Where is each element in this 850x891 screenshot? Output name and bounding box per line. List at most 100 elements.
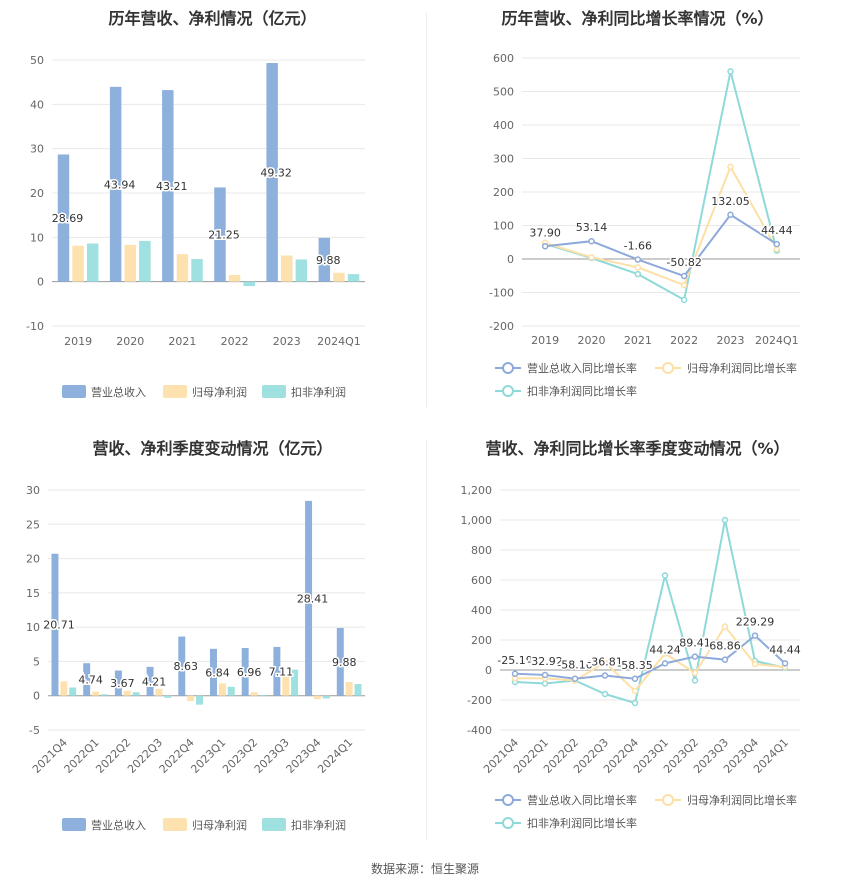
data-point <box>588 254 595 261</box>
data-label: 8.63 <box>174 660 199 673</box>
data-point <box>691 677 699 684</box>
data-label: -1.66 <box>624 240 652 253</box>
legend-label: 归母净利润同比增长率 <box>687 793 797 807</box>
y-tick-label: -10 <box>26 320 44 333</box>
data-label: 6.84 <box>205 666 230 679</box>
data-point <box>541 243 549 250</box>
x-tick-label: 2024Q1 <box>317 335 361 348</box>
x-tick-label: 2023 <box>273 335 301 348</box>
y-tick-label: 50 <box>30 54 44 67</box>
data-label: 68.86 <box>709 640 741 653</box>
bar <box>281 255 293 282</box>
bar <box>273 646 281 696</box>
legend-label: 扣非净利润同比增长率 <box>527 816 637 830</box>
y-tick-label: 0 <box>507 253 514 266</box>
data-point <box>680 296 688 304</box>
y-tick-label: 800 <box>471 544 492 557</box>
bar <box>266 63 278 282</box>
data-label: 3.67 <box>110 677 135 690</box>
bar <box>333 272 345 282</box>
bar <box>295 259 308 282</box>
y-tick-label: 200 <box>471 634 492 647</box>
data-label: 6.96 <box>237 666 262 679</box>
bar <box>100 694 108 696</box>
series-line <box>514 634 786 680</box>
series-line <box>545 213 778 278</box>
y-tick-label: 0 <box>33 690 40 703</box>
legend-label: 营业总收入同比增长率 <box>527 361 637 375</box>
data-label: 28.69 <box>52 212 84 225</box>
bar <box>191 259 203 282</box>
data-point <box>511 670 519 678</box>
series-line <box>515 624 786 693</box>
data-label: 44.24 <box>649 643 681 656</box>
vertical-divider-bottom <box>426 440 427 840</box>
bar <box>318 237 331 282</box>
bar <box>228 275 241 282</box>
bar <box>139 240 151 282</box>
data-point <box>691 653 699 660</box>
bar <box>109 86 122 282</box>
bar <box>259 695 267 696</box>
legend-swatch <box>62 385 86 398</box>
y-tick-label: 300 <box>493 153 514 166</box>
bar <box>196 695 204 705</box>
data-label: 44.44 <box>761 224 793 237</box>
x-tick-label: 2022 <box>221 335 249 348</box>
chart-title: 营收、净利同比增长率季度变动情况（%） <box>485 439 789 458</box>
legend-marker <box>662 794 674 806</box>
y-tick-label: 20 <box>26 553 40 566</box>
bar <box>123 690 131 696</box>
data-point <box>631 687 639 695</box>
data-point <box>634 256 642 263</box>
bar <box>178 636 186 696</box>
bar <box>305 500 313 696</box>
y-tick-label: 600 <box>493 52 514 65</box>
bar <box>187 695 195 702</box>
y-tick-label: 15 <box>26 587 40 600</box>
y-tick-label: 30 <box>30 143 44 156</box>
bar <box>114 670 122 696</box>
x-tick-label: 2021 <box>624 334 652 347</box>
y-tick-label: 200 <box>493 186 514 199</box>
y-tick-label: 1,200 <box>461 484 493 497</box>
data-point <box>631 675 639 683</box>
bar <box>162 90 174 282</box>
data-point <box>680 272 688 280</box>
data-label: 21.25 <box>208 229 240 242</box>
data-label: 229.29 <box>736 616 775 629</box>
legend-marker <box>662 362 674 374</box>
legend-label: 归母净利润同比增长率 <box>687 361 797 375</box>
data-point <box>727 163 734 171</box>
bar <box>164 695 172 698</box>
data-point <box>541 680 549 687</box>
y-tick-label: -200 <box>467 694 492 707</box>
y-tick-label: 0 <box>37 276 44 289</box>
data-point <box>634 264 642 271</box>
bar <box>155 688 163 696</box>
x-tick-label: 2023 <box>717 334 745 347</box>
legend-swatch <box>262 818 286 831</box>
data-label: -50.82 <box>666 256 701 269</box>
data-point <box>661 660 669 667</box>
x-tick-label: 2024Q1 <box>315 736 355 776</box>
data-label: -32.92 <box>527 655 562 668</box>
bar <box>250 692 258 696</box>
bar <box>313 695 321 700</box>
y-tick-label: 20 <box>30 187 44 200</box>
y-tick-label: 25 <box>26 518 40 531</box>
data-point <box>571 675 579 682</box>
bar <box>227 686 235 696</box>
data-label: 7.11 <box>269 665 294 678</box>
data-point <box>773 240 781 248</box>
y-tick-label: 1,000 <box>461 514 493 527</box>
data-point <box>751 632 759 639</box>
legend-label: 归母净利润 <box>192 818 247 832</box>
series-line <box>544 164 778 287</box>
legend-swatch <box>163 818 187 831</box>
data-label: 43.21 <box>156 180 188 193</box>
bar <box>57 154 70 282</box>
bar <box>72 245 84 282</box>
bar <box>322 695 330 699</box>
bar <box>214 187 226 282</box>
